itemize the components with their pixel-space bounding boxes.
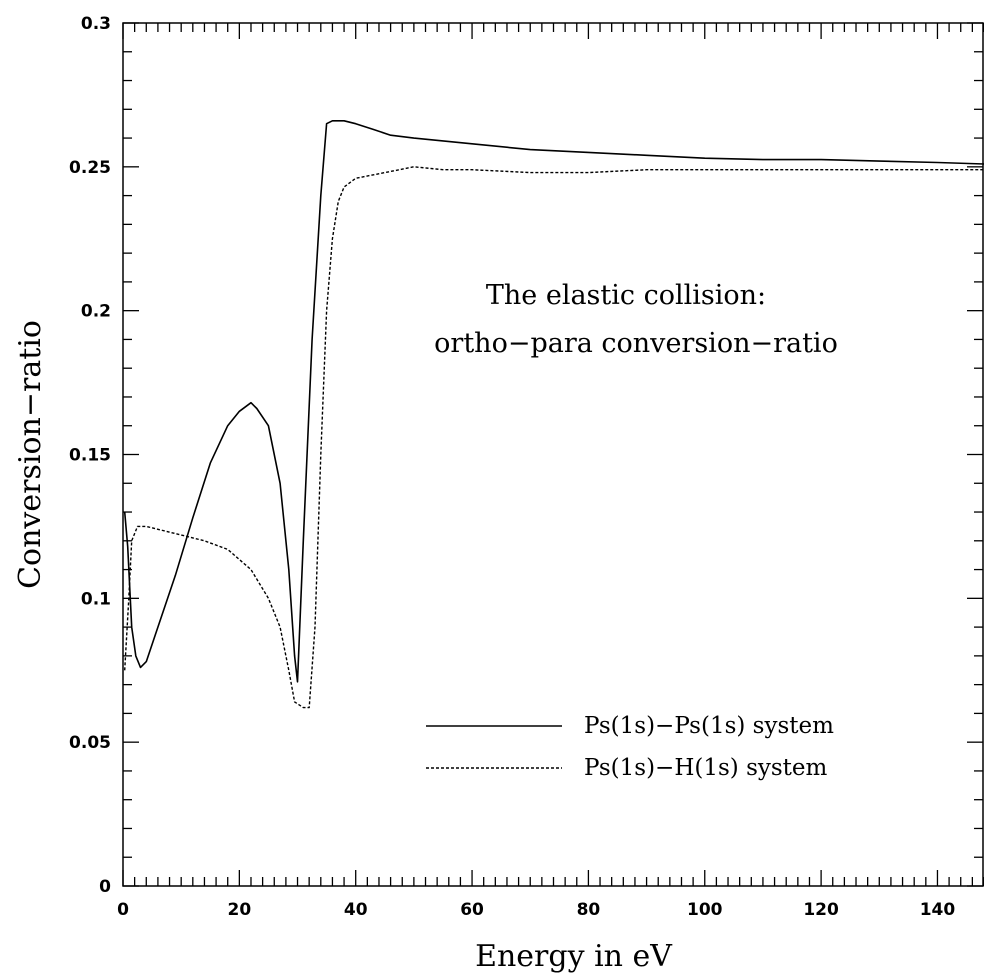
annotation-line-2: ortho−para conversion−ratio: [434, 328, 838, 359]
axis-ticks: [122, 22, 984, 887]
x-axis-title: Energy in eV: [475, 939, 673, 974]
x-tick-label: 20: [228, 900, 252, 920]
y-axis-title: Conversion−ratio: [13, 320, 48, 589]
legend-label-series-2: Ps(1s)−H(1s) system: [584, 755, 828, 781]
x-tick-label: 40: [344, 900, 368, 920]
x-tick-label: 100: [687, 900, 723, 920]
annotation-line-1: The elastic collision:: [486, 280, 766, 311]
y-tick-label: 0.1: [81, 589, 111, 609]
tick-labels: 0 20 40 60 80 100 120 140 0 0.05 0.1 0.15 0.2 0.25 0.3: [69, 14, 955, 920]
y-tick-label: 0.2: [81, 302, 111, 322]
y-tick-label: 0.15: [69, 446, 111, 466]
legend: Ps(1s)−Ps(1s) system Ps(1s)−H(1s) system: [426, 713, 834, 781]
series-line-2: [124, 166, 984, 709]
x-tick-label: 120: [803, 900, 839, 920]
series-curves: [123, 120, 984, 709]
y-tick-label: 0: [99, 877, 111, 897]
y-tick-label: 0.3: [81, 14, 111, 34]
y-tick-label: 0.25: [69, 158, 111, 178]
legend-label-series-1: Ps(1s)−Ps(1s) system: [584, 713, 834, 739]
y-tick-label: 0.05: [69, 733, 111, 753]
x-tick-label: 0: [117, 900, 129, 920]
x-tick-label: 60: [460, 900, 484, 920]
x-tick-label: 80: [577, 900, 601, 920]
series-line-1: [123, 120, 984, 683]
x-tick-label: 140: [920, 900, 956, 920]
